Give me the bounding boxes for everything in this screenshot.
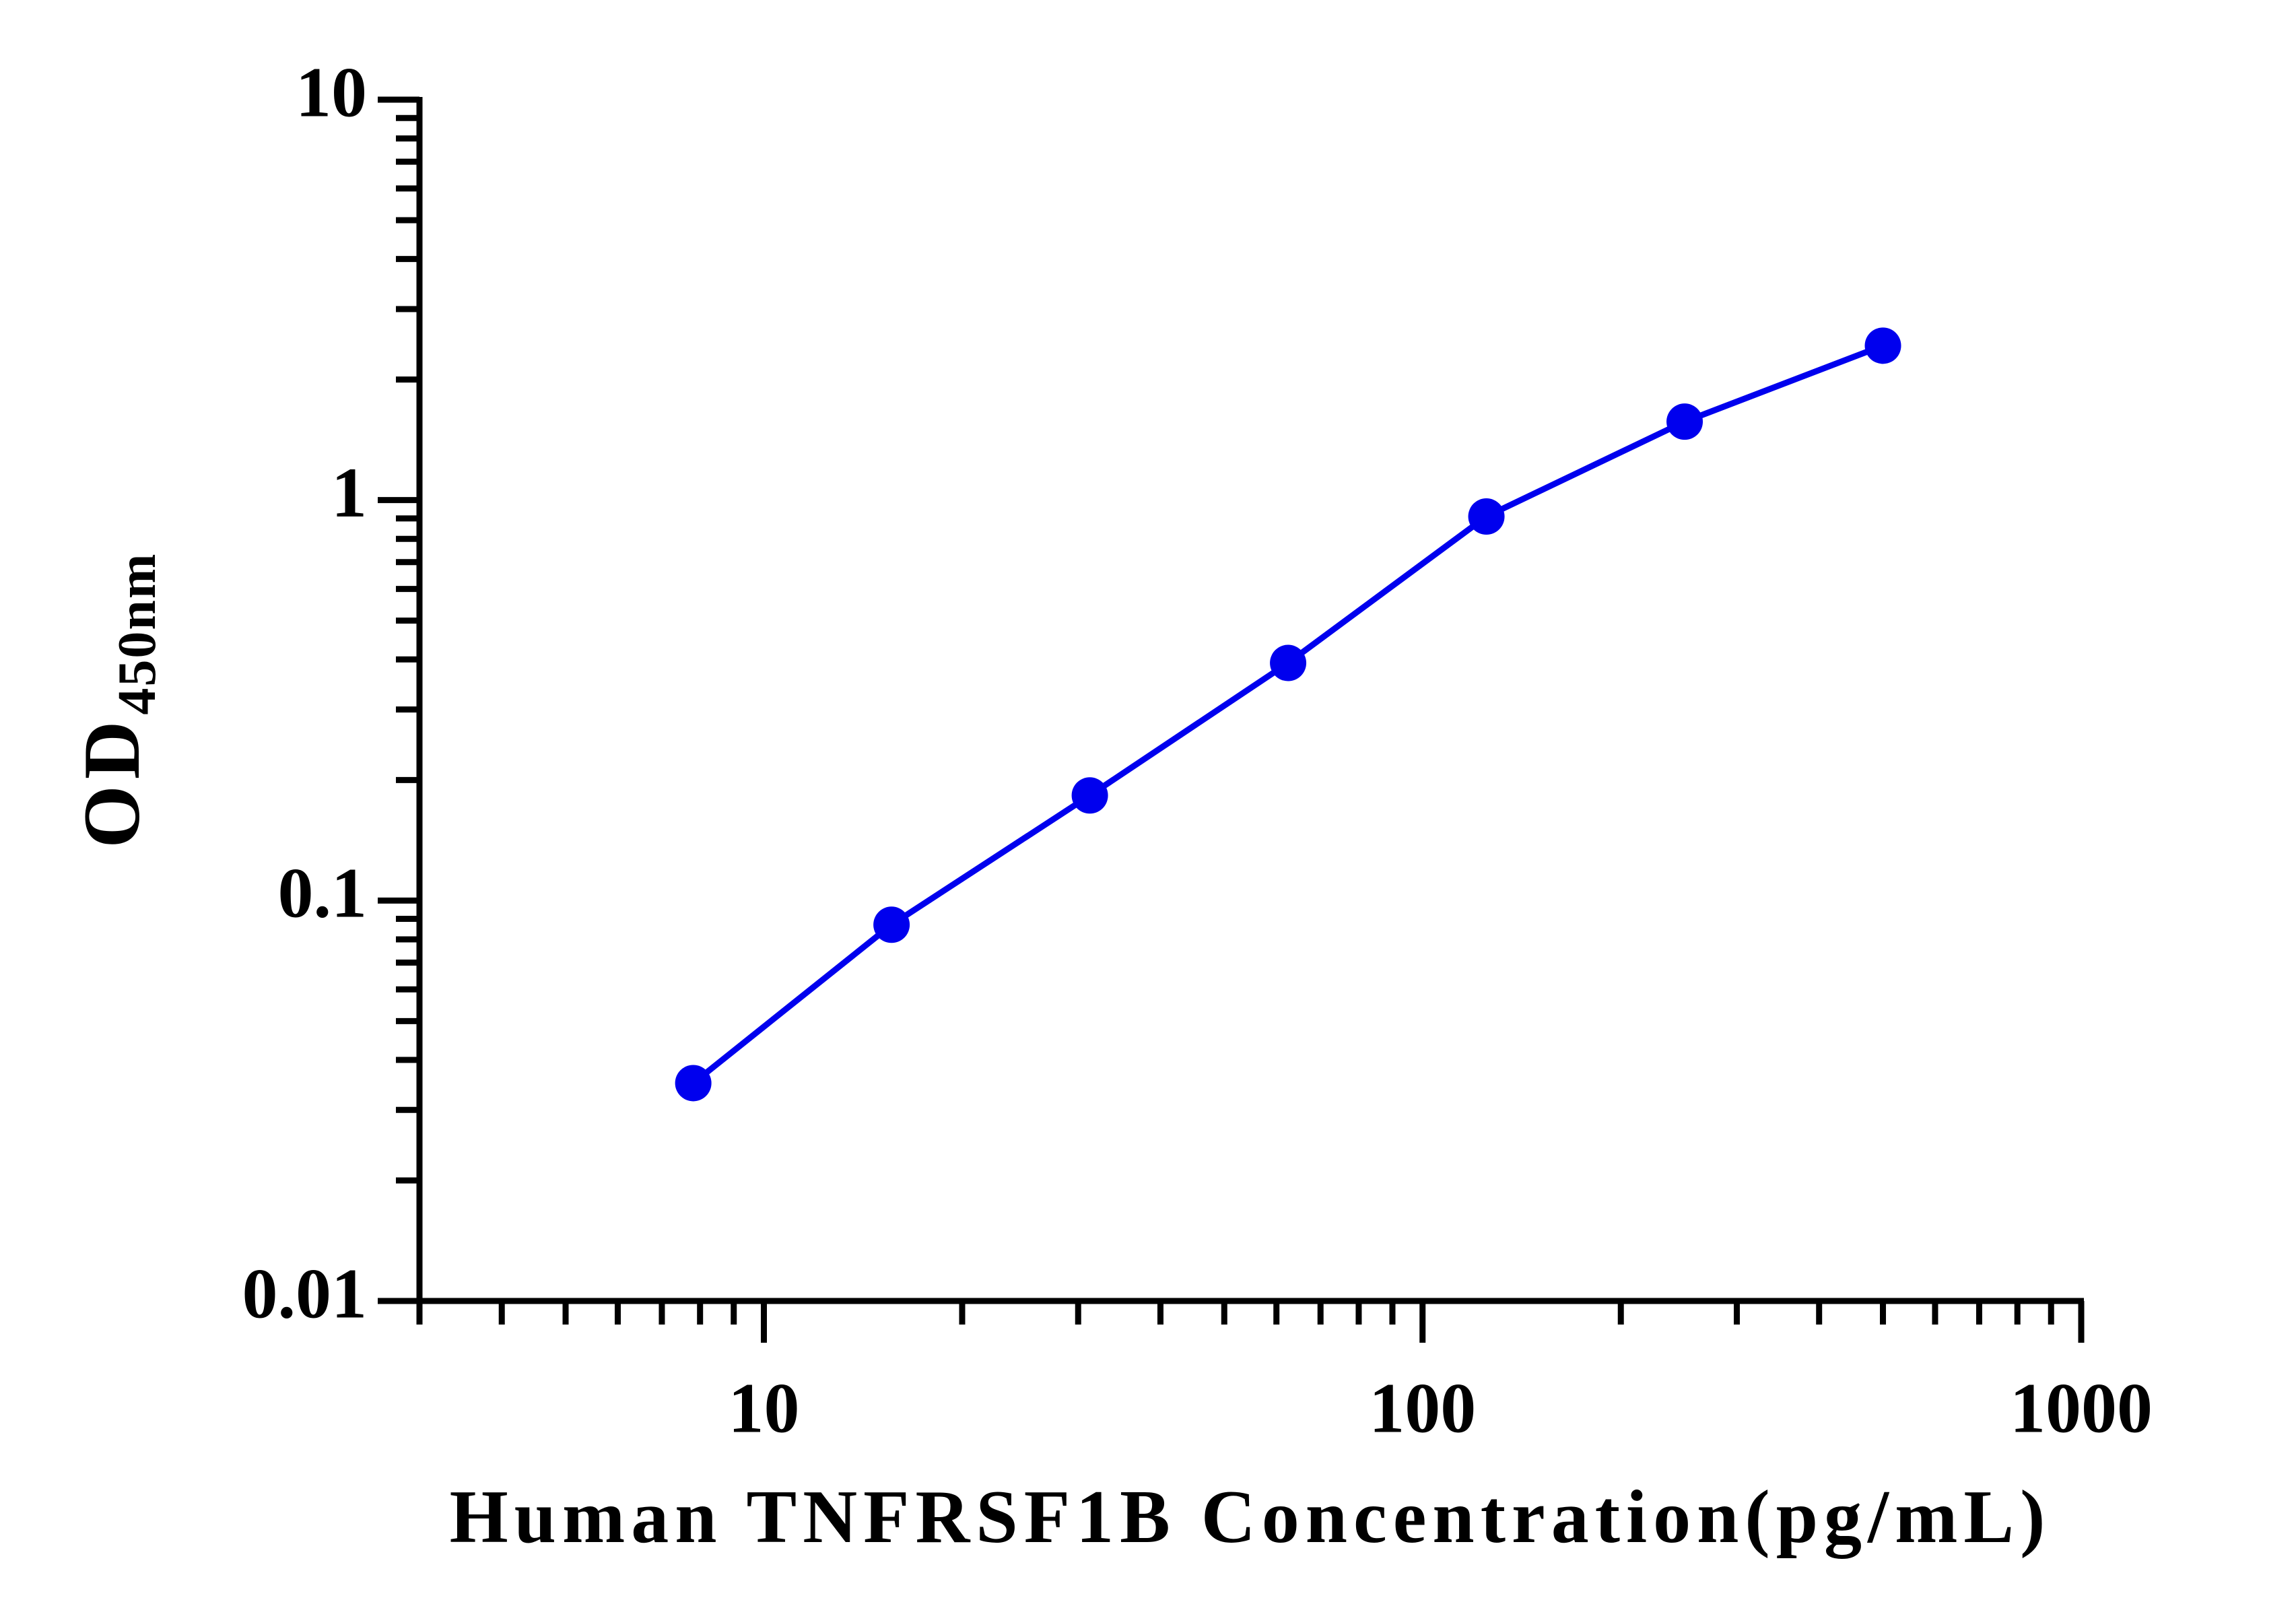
- y-tick-label: 1: [331, 453, 367, 532]
- y-axis-title-subscript: 450nm: [108, 552, 167, 714]
- y-axis-title: OD450nm: [67, 552, 167, 848]
- x-tick-label: 100: [1369, 1368, 1476, 1447]
- data-point: [1468, 498, 1505, 535]
- y-tick-label: 10: [296, 53, 367, 131]
- y-tick-label: 0.1: [278, 854, 368, 933]
- x-tick-label: 10: [729, 1368, 800, 1447]
- series-line: [691, 343, 1885, 1085]
- x-axis-title: Human TNFRSF1B Concentration(pg/mL): [450, 1475, 2052, 1559]
- y-axis-title-main: OD: [67, 715, 156, 848]
- data-point: [1666, 403, 1703, 440]
- data-point: [1071, 777, 1108, 814]
- data-point: [1270, 644, 1307, 681]
- data-point: [873, 906, 910, 943]
- y-tick-label: 0.01: [242, 1254, 368, 1333]
- data-point: [675, 1065, 712, 1102]
- data-point: [1864, 327, 1901, 364]
- x-tick-label: 1000: [2010, 1368, 2153, 1447]
